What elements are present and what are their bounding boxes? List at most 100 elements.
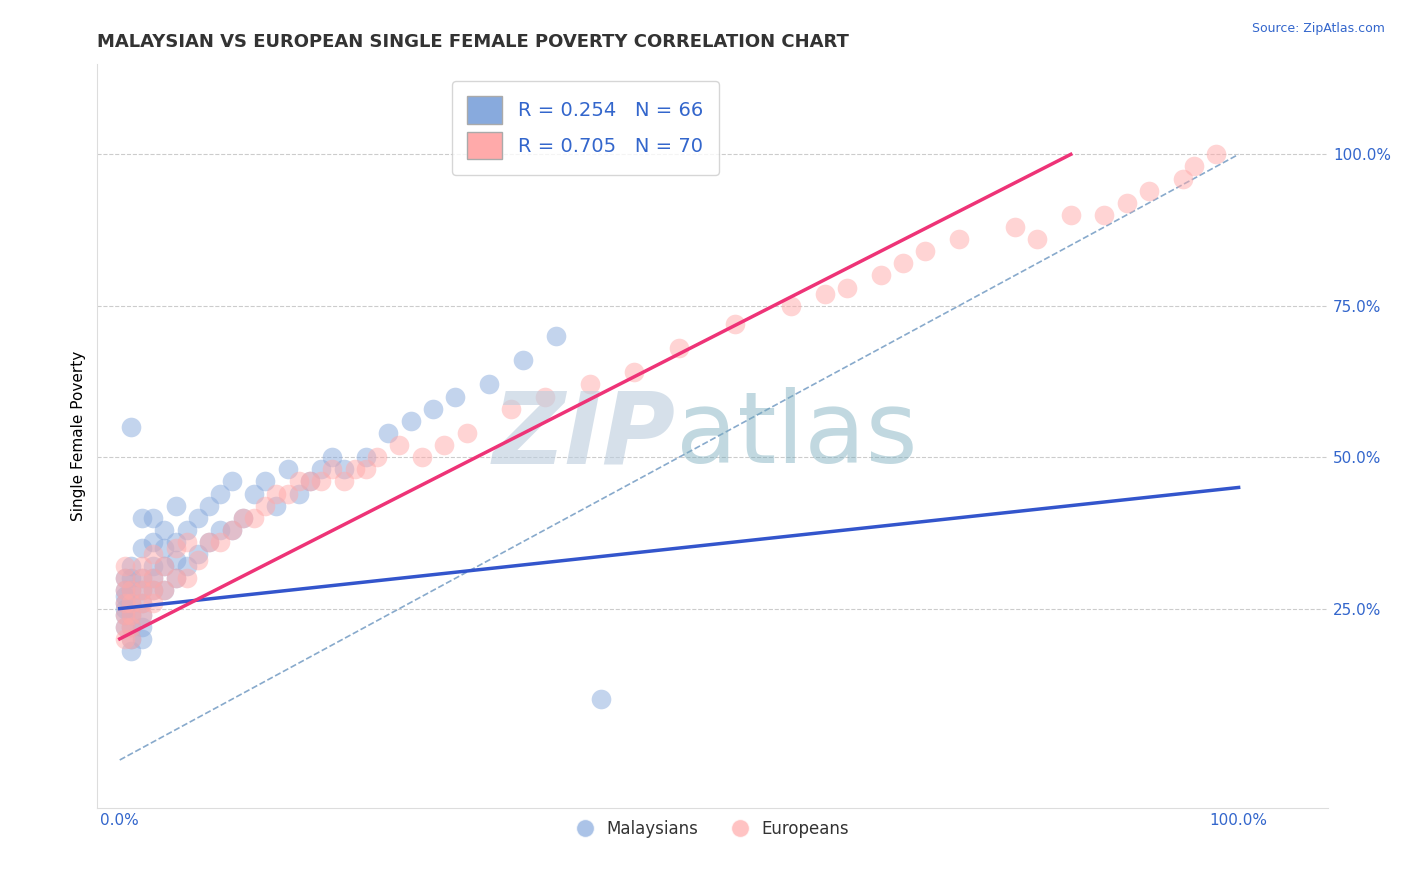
Point bbox=[165, 535, 187, 549]
Point bbox=[814, 286, 837, 301]
Point bbox=[165, 499, 187, 513]
Point bbox=[198, 535, 221, 549]
Point bbox=[120, 644, 142, 658]
Point bbox=[120, 607, 142, 622]
Y-axis label: Single Female Poverty: Single Female Poverty bbox=[72, 351, 86, 521]
Point bbox=[120, 559, 142, 574]
Point bbox=[131, 541, 153, 555]
Point bbox=[546, 329, 568, 343]
Point bbox=[142, 535, 165, 549]
Point bbox=[131, 510, 153, 524]
Point bbox=[153, 523, 176, 537]
Point bbox=[153, 583, 176, 598]
Point bbox=[131, 620, 153, 634]
Point bbox=[142, 583, 165, 598]
Point bbox=[243, 510, 266, 524]
Point bbox=[131, 607, 153, 622]
Point bbox=[254, 499, 277, 513]
Point bbox=[198, 499, 221, 513]
Point bbox=[131, 632, 153, 646]
Point bbox=[142, 547, 165, 561]
Point bbox=[221, 523, 243, 537]
Point bbox=[131, 559, 153, 574]
Legend: Malaysians, Europeans: Malaysians, Europeans bbox=[569, 814, 856, 845]
Point bbox=[176, 535, 198, 549]
Point bbox=[120, 571, 142, 585]
Point bbox=[153, 559, 176, 574]
Point bbox=[153, 559, 176, 574]
Point bbox=[120, 420, 142, 434]
Point bbox=[589, 692, 612, 706]
Point bbox=[399, 414, 422, 428]
Point bbox=[120, 620, 142, 634]
Point bbox=[321, 462, 343, 476]
Point bbox=[1137, 184, 1160, 198]
Point bbox=[266, 499, 288, 513]
Point bbox=[298, 475, 321, 489]
Point bbox=[266, 486, 288, 500]
Text: MALAYSIAN VS EUROPEAN SINGLE FEMALE POVERTY CORRELATION CHART: MALAYSIAN VS EUROPEAN SINGLE FEMALE POVE… bbox=[97, 33, 849, 51]
Point bbox=[1092, 208, 1115, 222]
Point bbox=[142, 571, 165, 585]
Point bbox=[891, 256, 914, 270]
Point bbox=[120, 620, 142, 634]
Point bbox=[131, 571, 153, 585]
Point bbox=[131, 571, 153, 585]
Point bbox=[277, 486, 299, 500]
Point bbox=[221, 523, 243, 537]
Point bbox=[120, 595, 142, 609]
Point bbox=[724, 317, 747, 331]
Point bbox=[287, 475, 309, 489]
Text: atlas: atlas bbox=[676, 387, 918, 484]
Point bbox=[914, 244, 936, 259]
Point bbox=[456, 425, 478, 440]
Point bbox=[165, 571, 187, 585]
Point bbox=[114, 571, 136, 585]
Point bbox=[120, 632, 142, 646]
Point bbox=[354, 450, 377, 465]
Point bbox=[114, 601, 136, 615]
Point bbox=[114, 620, 136, 634]
Point bbox=[534, 390, 557, 404]
Point bbox=[142, 583, 165, 598]
Point bbox=[623, 365, 645, 379]
Point bbox=[114, 607, 136, 622]
Point bbox=[366, 450, 388, 465]
Point bbox=[120, 632, 142, 646]
Point bbox=[287, 486, 309, 500]
Point bbox=[780, 299, 803, 313]
Text: Source: ZipAtlas.com: Source: ZipAtlas.com bbox=[1251, 22, 1385, 36]
Point bbox=[948, 232, 970, 246]
Point bbox=[187, 510, 209, 524]
Point bbox=[142, 510, 165, 524]
Point bbox=[411, 450, 433, 465]
Point bbox=[114, 583, 136, 598]
Point bbox=[120, 607, 142, 622]
Point bbox=[1026, 232, 1049, 246]
Point bbox=[478, 377, 501, 392]
Point bbox=[165, 541, 187, 555]
Point bbox=[165, 553, 187, 567]
Point bbox=[444, 390, 467, 404]
Point bbox=[1115, 195, 1137, 210]
Point bbox=[153, 541, 176, 555]
Point bbox=[114, 620, 136, 634]
Point bbox=[153, 583, 176, 598]
Point bbox=[131, 595, 153, 609]
Point bbox=[388, 438, 411, 452]
Point bbox=[209, 535, 232, 549]
Point bbox=[176, 571, 198, 585]
Point bbox=[1205, 147, 1227, 161]
Point bbox=[114, 571, 136, 585]
Point bbox=[232, 510, 254, 524]
Point bbox=[114, 595, 136, 609]
Point bbox=[254, 475, 277, 489]
Point bbox=[120, 583, 142, 598]
Point bbox=[198, 535, 221, 549]
Point bbox=[332, 462, 354, 476]
Point bbox=[1060, 208, 1083, 222]
Point bbox=[142, 559, 165, 574]
Point bbox=[309, 475, 332, 489]
Point bbox=[343, 462, 366, 476]
Point bbox=[668, 341, 690, 355]
